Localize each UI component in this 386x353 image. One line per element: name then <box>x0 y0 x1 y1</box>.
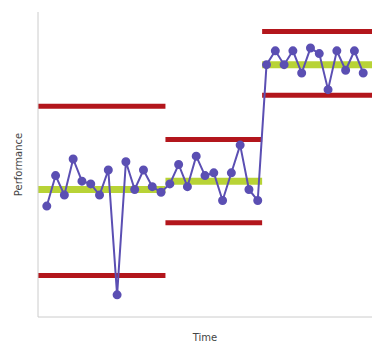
svg-text:Performance: Performance <box>13 133 24 196</box>
svg-text:Time: Time <box>192 332 217 343</box>
